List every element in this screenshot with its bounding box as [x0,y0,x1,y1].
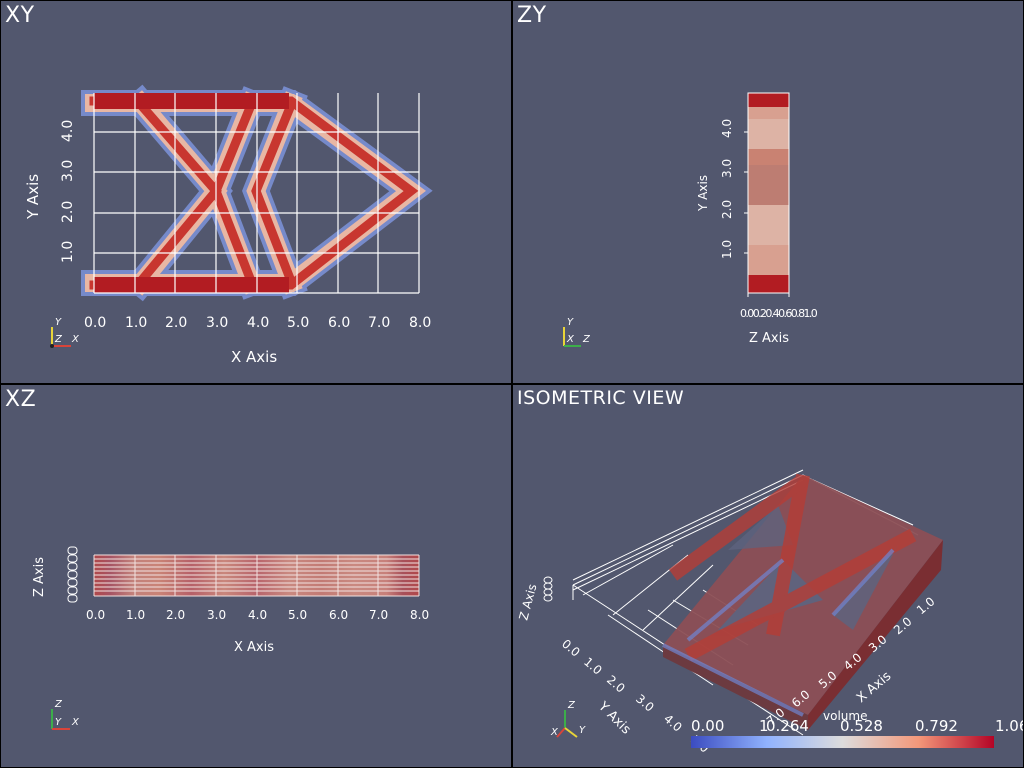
xz-grid [93,554,420,597]
xy-ytick: 3.0 [60,160,76,182]
svg-text:Y: Y [567,317,574,328]
viewport-xy[interactable]: 0.0 1.0 2.0 3.0 4.0 5.0 6.0 7.0 8.0 1.0 … [1,1,511,383]
zy-ylabel: Y Axis [696,175,710,212]
xz-xtick: 0.0 [86,608,105,622]
xz-xtick: 7.0 [369,608,388,622]
iso-orientation-triad: Z X Y [550,700,586,738]
xz-xtick: 3.0 [207,608,226,622]
svg-text:Z: Z [54,334,63,345]
svg-text:Y: Y [55,317,62,328]
xz-xlabel: X Axis [234,640,274,655]
xz-zticks [67,546,78,603]
zy-orientation-triad: Y X Z [563,317,591,347]
xz-xtick: 6.0 [329,608,348,622]
iso-plot: 0.0 1.0 2.0 3.0 4.0 5.0 1.0 2.0 3.0 4.0 … [516,469,1023,756]
zy-ytick: 4.0 [720,119,734,138]
iso-ytick: 3.0 [633,692,657,715]
zy-ytick: 3.0 [720,159,734,178]
xy-xtick: 0.0 [84,315,106,331]
colorbar-title: volume [823,709,867,723]
iso-zlabel: Z Axis [516,582,539,621]
xy-ylabel: Y Axis [24,174,42,220]
xy-xticks: 0.0 1.0 2.0 3.0 4.0 5.0 6.0 7.0 8.0 [84,315,431,331]
xy-grid [93,93,420,294]
svg-text:X: X [71,717,80,728]
svg-text:X: X [566,334,575,345]
xy-ytick: 1.0 [60,241,76,263]
xy-xtick: 2.0 [165,315,187,331]
iso-zticks [543,576,553,602]
colorbar-label: 0.264 [766,717,809,735]
iso-slab [662,473,943,730]
viewport-xz[interactable]: 0.0 1.0 2.0 3.0 4.0 5.0 6.0 7.0 8.0 X Ax… [1,385,511,767]
xy-truss [81,84,433,302]
xy-ytick: 4.0 [60,120,76,142]
xy-xtick: 4.0 [247,315,269,331]
xz-xtick: 4.0 [248,608,267,622]
xy-xlabel: X Axis [231,348,277,366]
xy-title: XY [5,3,35,28]
xy-xtick: 8.0 [409,315,431,331]
colorbar-label: 0.792 [915,717,958,735]
xy-xtick: 7.0 [368,315,390,331]
xy-xtick: 5.0 [287,315,309,331]
xz-xtick: 2.0 [166,608,185,622]
svg-text:Y: Y [55,717,62,728]
xz-xtick: 5.0 [288,608,307,622]
colorbar-label: 0.00 [691,717,724,735]
xy-yticks: 1.0 2.0 3.0 4.0 [60,120,76,263]
colorbar-gradient [691,736,994,748]
colorbar: volume 0.00 0.264 0.528 0.792 1.06 1 [691,709,1023,748]
zy-xticks: 0.00.20.40.60.81.0 [740,307,818,320]
zy-plot: 1.0 2.0 3.0 4.0 0.00.20.40.60.81.0 Z Axi… [563,92,819,347]
colorbar-extra-tick: 1 [759,717,769,735]
xy-plot: 0.0 1.0 2.0 3.0 4.0 5.0 6.0 7.0 8.0 1.0 … [24,84,433,366]
zy-yticks: 1.0 2.0 3.0 4.0 [720,119,734,259]
xy-orientation-triad: Y Z X [50,317,80,348]
svg-text:Z: Z [54,699,63,710]
xy-ytick: 2.0 [60,201,76,223]
iso-xlabel: X Axis [854,669,894,706]
svg-text:Y: Y [579,725,586,736]
xz-xticks: 0.0 1.0 2.0 3.0 4.0 5.0 6.0 7.0 8.0 [86,608,429,622]
xz-ylabel: Z Axis [32,557,47,597]
zy-ytick: 2.0 [720,200,734,219]
xy-xtick: 6.0 [328,315,350,331]
zy-ytick: 1.0 [720,240,734,259]
iso-ylabel: Y Axis [594,699,633,738]
zy-xlabel: Z Axis [749,331,789,346]
xy-xtick: 1.0 [125,315,147,331]
colorbar-label: 0.528 [840,717,883,735]
xz-title: XZ [5,387,37,412]
colorbar-label: 1.06 [995,717,1023,735]
iso-ytick: 1.0 [581,655,605,678]
iso-ytick: 0.0 [559,637,583,660]
svg-text:X: X [550,727,559,738]
svg-text:Z: Z [567,700,576,711]
svg-text:X: X [71,334,80,345]
zy-ticks [744,131,790,297]
zy-slab [747,92,790,294]
xz-xtick: 1.0 [126,608,145,622]
svg-text:Z: Z [582,334,591,345]
xy-xtick: 3.0 [206,315,228,331]
viewport-isometric[interactable]: 0.0 1.0 2.0 3.0 4.0 5.0 1.0 2.0 3.0 4.0 … [513,385,1023,767]
zy-title: ZY [517,3,547,28]
xz-xtick: 8.0 [410,608,429,622]
iso-ytick: 2.0 [604,673,628,696]
viewport-zy[interactable]: 1.0 2.0 3.0 4.0 0.00.20.40.60.81.0 Z Axi… [513,1,1023,383]
iso-ytick: 4.0 [661,712,685,735]
xz-orientation-triad: Z Y X [51,699,80,730]
xz-plot: 0.0 1.0 2.0 3.0 4.0 5.0 6.0 7.0 8.0 X Ax… [32,546,429,730]
iso-title: ISOMETRIC VIEW [517,387,685,409]
